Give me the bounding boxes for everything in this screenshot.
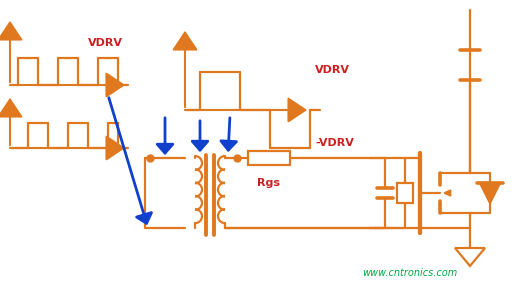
- Text: www.cntronics.com: www.cntronics.com: [363, 268, 457, 278]
- Text: -VDRV: -VDRV: [315, 138, 354, 148]
- Polygon shape: [480, 183, 500, 203]
- Text: VDRV: VDRV: [88, 38, 123, 48]
- FancyBboxPatch shape: [248, 151, 290, 165]
- Text: VDRV: VDRV: [315, 65, 350, 75]
- FancyBboxPatch shape: [397, 183, 413, 203]
- Text: Rgs: Rgs: [257, 178, 280, 188]
